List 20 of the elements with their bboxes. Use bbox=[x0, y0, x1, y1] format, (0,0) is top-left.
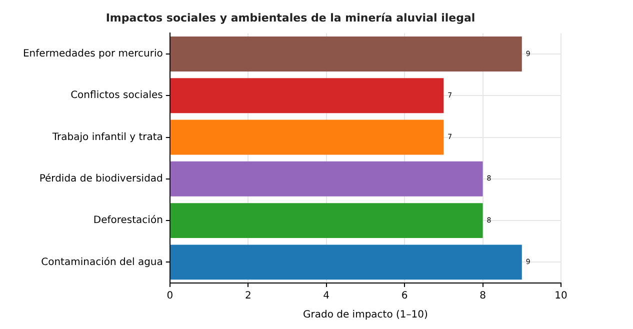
bar bbox=[170, 161, 483, 196]
bar bbox=[170, 36, 522, 72]
bar bbox=[170, 120, 444, 155]
bar bbox=[170, 78, 444, 114]
x-tick-label: 2 bbox=[244, 290, 252, 302]
x-tick-label: 10 bbox=[554, 290, 568, 302]
x-axis-title: Grado de impacto (1–10) bbox=[302, 310, 428, 321]
bar bbox=[170, 244, 522, 280]
y-tick-label: Conflictos sociales bbox=[70, 90, 163, 102]
bar bbox=[170, 203, 483, 238]
chart-title: Impactos sociales y ambientales de la minería aluvial ilegal bbox=[106, 11, 476, 24]
x-tick-label: 8 bbox=[480, 290, 486, 302]
x-tick-label: 0 bbox=[166, 290, 174, 302]
y-tick-label: Enfermedades por mercurio bbox=[22, 48, 163, 60]
y-tick-label: Pérdida de biodiversidad bbox=[39, 174, 163, 185]
x-tick-label: 6 bbox=[401, 290, 408, 302]
y-tick-label: Deforestación bbox=[93, 215, 163, 226]
y-tick-label: Trabajo infantil y trata bbox=[51, 132, 163, 143]
x-tick-label: 4 bbox=[323, 290, 330, 302]
y-tick-label: Contaminación del agua bbox=[41, 256, 163, 268]
